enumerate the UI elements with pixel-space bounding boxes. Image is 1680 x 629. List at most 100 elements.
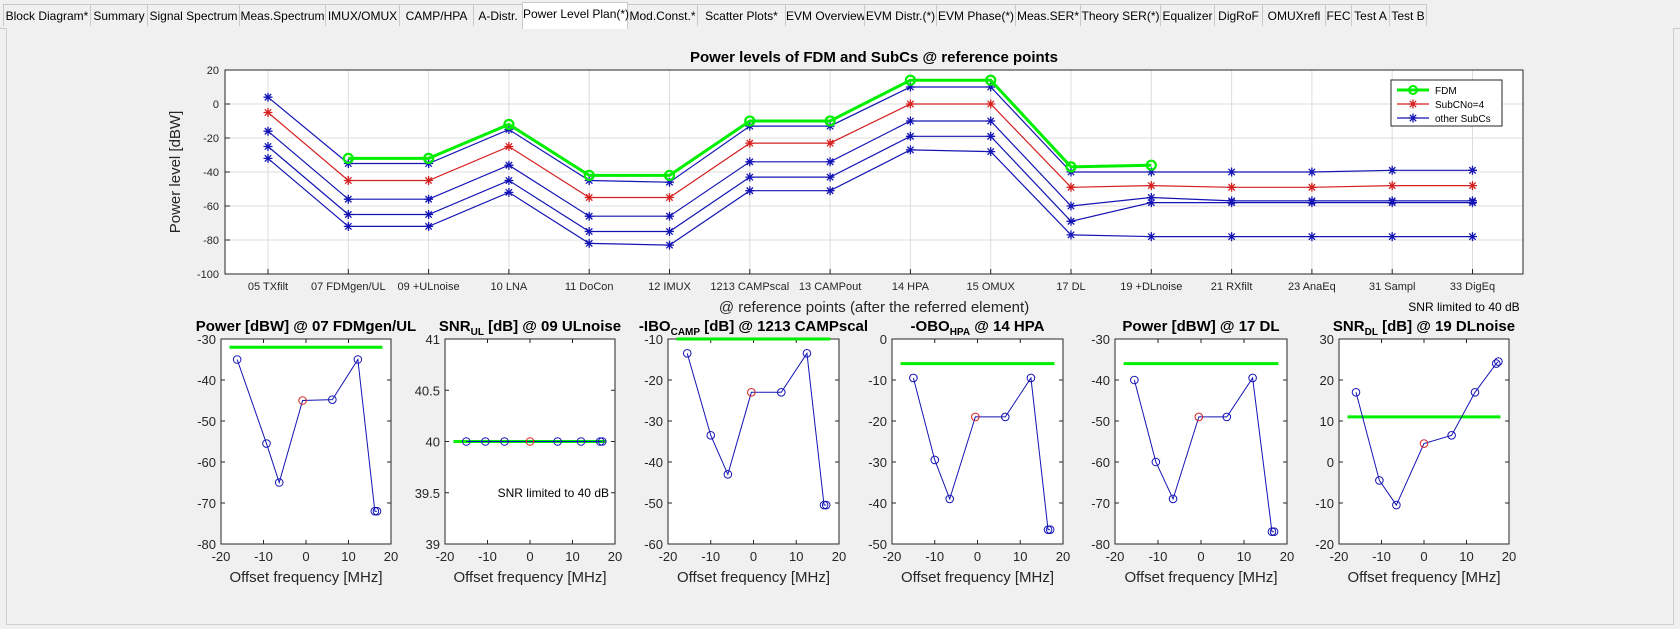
- subplot-3-point-5: [802, 349, 812, 358]
- subplot-1-xtick-label-3: 10: [341, 549, 355, 564]
- main-point-4-13: [1307, 198, 1317, 208]
- main-point-5-12: [1227, 232, 1237, 242]
- tab-equalizer[interactable]: Equalizer: [1160, 4, 1215, 26]
- main-point-1-12: [1227, 182, 1237, 192]
- subplot-3-ytick-label-5: -60: [644, 537, 663, 552]
- main-legend-marker-1: [1408, 99, 1418, 109]
- tab-evm-overview[interactable]: EVM Overview: [785, 4, 865, 26]
- subplot-5-x-axis-label: Offset frequency [MHz]: [1124, 569, 1277, 586]
- main-series-1: [263, 99, 1477, 202]
- subplot-3-point-0: [682, 349, 692, 358]
- main-legend-marker-2: [1408, 113, 1418, 123]
- main-point-4-2: [424, 210, 434, 219]
- subplot-6-point-6: [1491, 359, 1501, 368]
- subplot-6-point-3: [1419, 439, 1429, 448]
- subplot-5-ytick-label-0: -30: [1091, 332, 1110, 347]
- main-point-2-9: [986, 82, 996, 92]
- subplot-6-ytick-label-5: -20: [1315, 537, 1334, 552]
- tab-block-diagram[interactable]: Block Diagram*: [3, 4, 91, 26]
- tab-bar: Block Diagram* Summary Signal Spectrum Meas…: [0, 0, 1680, 29]
- main-point-1-2: [424, 176, 434, 185]
- subplot-5-point-6: [1267, 527, 1277, 537]
- tab-summary[interactable]: Summary: [90, 4, 148, 26]
- tab-power-level-plan[interactable]: Power Level Plan(*): [522, 2, 629, 29]
- tab-theory-ser[interactable]: Theory SER(*): [1080, 4, 1161, 26]
- subplot-1-ytick-label-0: -30: [197, 332, 216, 347]
- main-legend-marker-0: [1408, 85, 1418, 95]
- main-point-4-6: [745, 172, 755, 182]
- subplot-5-xtick-label-3: 10: [1237, 549, 1251, 564]
- tab-evm-phase[interactable]: EVM Phase(*): [936, 4, 1016, 26]
- subplot-6-line: [1355, 361, 1499, 507]
- tab-signal-spectrum[interactable]: Signal Spectrum: [147, 4, 240, 26]
- subplot-6-ytick-label-2: 10: [1320, 414, 1334, 429]
- tab-camp-hpa[interactable]: CAMP/HPA: [399, 4, 474, 26]
- main-point-3-8: [905, 116, 915, 126]
- subplot-6-title: SNRDL [dB] @ 19 DLnoise: [1333, 318, 1515, 338]
- subplot-4-ytick-label-3: -30: [868, 455, 887, 470]
- main-ytick-label-3: -40: [203, 167, 219, 179]
- tab-scatter-plots[interactable]: Scatter Plots*: [697, 4, 786, 26]
- subplot-2-point-7: [597, 437, 607, 446]
- main-point-0-7: [824, 115, 836, 127]
- subplot-2-annotation: SNR limited to 40 dB: [498, 486, 609, 500]
- main-point-5-4: [584, 238, 594, 248]
- subplot-5-xtick-label-2: 0: [1197, 549, 1204, 564]
- subplot-3-ytick-label-0: -10: [644, 332, 663, 347]
- main-point-0-10: [1065, 161, 1077, 173]
- subplot-6-x-axis-label: Offset frequency [MHz]: [1347, 569, 1500, 586]
- tab-digrof[interactable]: DigRoF: [1214, 4, 1263, 26]
- main-point-0-5: [663, 169, 676, 181]
- subplot-1-point-7: [372, 506, 382, 516]
- subplot-5-ytick-label-4: -70: [1091, 496, 1110, 511]
- main-point-3-6: [745, 157, 755, 167]
- main-point-2-5: [665, 177, 674, 187]
- tab-meas-ser[interactable]: Meas.SER*: [1015, 4, 1081, 26]
- tab-evm-distr[interactable]: EVM Distr.(*): [864, 4, 937, 26]
- main-point-3-4: [584, 211, 594, 221]
- main-point-1-7: [825, 138, 835, 148]
- main-legend: FDM SubCNo=4 other SubCs: [1390, 79, 1503, 127]
- subplot-2-ytick-label-2: 40: [426, 435, 440, 450]
- subplot-3-xtick-label-0: -20: [659, 549, 678, 564]
- main-series-line-0: [348, 78, 1152, 177]
- main-xtick-label-13: 23 AnaEq: [1288, 281, 1336, 293]
- main-xtick-label-12: 21 RXfilt: [1211, 281, 1253, 293]
- subplot-2-ytick-label-4: 39: [426, 537, 440, 552]
- subplot-6-point-5: [1470, 388, 1480, 397]
- main-series-line-4: [267, 135, 1473, 233]
- main-legend-label-0: FDM: [1435, 86, 1457, 97]
- subplot-2-ytick-label-0: 41: [426, 332, 440, 347]
- tab-imux-omux[interactable]: IMUX/OMUX: [325, 4, 400, 26]
- subplot-5-xtick-label-0: -20: [1106, 549, 1125, 564]
- tab-fec[interactable]: FEC: [1325, 4, 1352, 26]
- subplot-6-point-1: [1375, 476, 1384, 485]
- tab-meas-spectrum[interactable]: Meas.Spectrum: [239, 4, 326, 26]
- main-point-4-11: [1146, 198, 1156, 208]
- main-point-0-2: [423, 152, 435, 164]
- tab-a-distr[interactable]: A-Distr.: [473, 4, 523, 26]
- tab-mod-const[interactable]: Mod.Const.*: [627, 4, 698, 26]
- subplot-3-point-4: [776, 388, 786, 397]
- main-xtick-label-3: 10 LNA: [491, 281, 528, 293]
- main-series-4: [263, 131, 1477, 236]
- subplot-4-ytick-label-2: -20: [868, 414, 887, 429]
- main-point-3-9: [986, 116, 996, 126]
- main-point-1-6: [745, 138, 755, 148]
- subplot-2-xtick-label-0: -20: [436, 549, 455, 564]
- tab-test-b[interactable]: Test B: [1389, 4, 1427, 26]
- subplot-4-xtick-label-2: 0: [974, 549, 981, 564]
- subplot-6-xtick-label-2: 0: [1420, 549, 1427, 564]
- main-ytick-label-5: -80: [203, 235, 219, 247]
- subplot-4-xtick-label-3: 10: [1013, 549, 1027, 564]
- tab-test-a[interactable]: Test A: [1351, 4, 1390, 26]
- main-ytick-label-0: 20: [207, 65, 219, 77]
- subplot-4-point-3: [971, 412, 980, 422]
- main-point-1-3: [504, 142, 514, 151]
- tab-omuxrefl[interactable]: OMUXrefl: [1262, 4, 1326, 26]
- subplot-3-point-1: [706, 431, 716, 440]
- main-point-0-4: [583, 169, 595, 181]
